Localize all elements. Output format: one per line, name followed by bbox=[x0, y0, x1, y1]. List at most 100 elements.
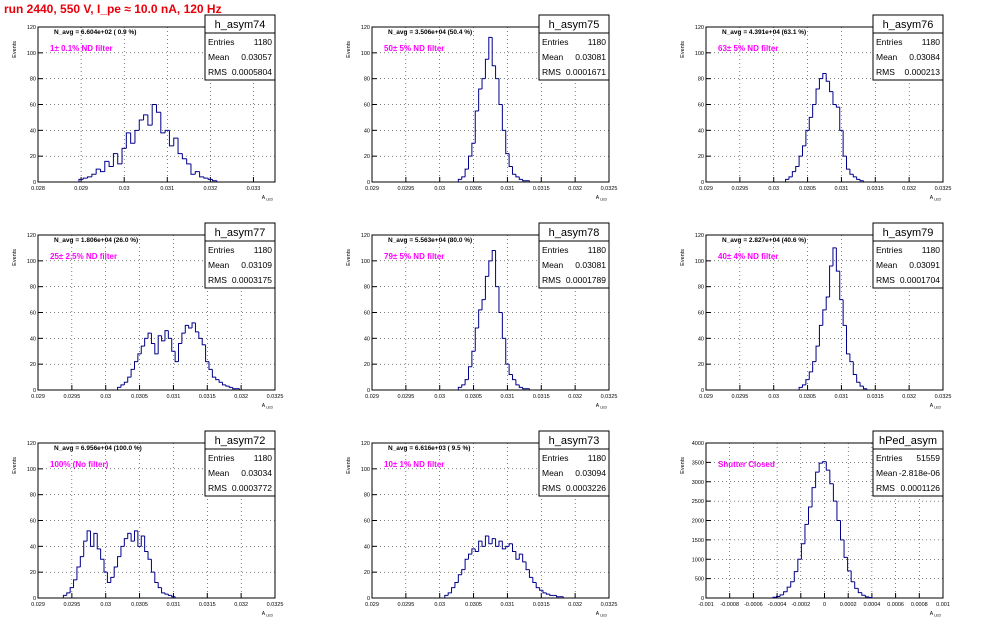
histogram-bin bbox=[189, 325, 192, 328]
stats-label: RMS bbox=[876, 275, 895, 285]
histogram-bin bbox=[145, 536, 148, 552]
x-tick-label: 0.0315 bbox=[199, 602, 216, 608]
x-tick-label: 0.0305 bbox=[131, 602, 148, 608]
x-tick-label: 0.0295 bbox=[63, 602, 80, 608]
y-tick-label: 0 bbox=[701, 180, 704, 186]
histogram-bin bbox=[540, 588, 543, 591]
x-tick-label: 0.031 bbox=[167, 394, 181, 400]
stats-value: 0.0003226 bbox=[566, 483, 606, 493]
stats-value: 0.03084 bbox=[909, 52, 940, 62]
stats-value: 0.000213 bbox=[905, 67, 941, 77]
histogram-bin bbox=[826, 297, 829, 310]
x-tick-label: 0.031 bbox=[501, 186, 515, 192]
histogram-bin bbox=[812, 488, 816, 507]
histogram-bin bbox=[148, 552, 151, 560]
histogram-bin bbox=[830, 81, 833, 91]
y-axis-title: Events bbox=[680, 457, 686, 474]
y-tick-label: 3000 bbox=[692, 480, 704, 486]
stats-value: -2.818e-06 bbox=[899, 468, 940, 478]
y-tick-label: 20 bbox=[364, 570, 370, 576]
navg-label: N_avg = 6.604e+02 ( 0.9 %) bbox=[54, 29, 136, 36]
stats-label: Mean bbox=[208, 260, 230, 270]
filter-label: 63± 5% ND filter bbox=[718, 44, 778, 53]
y-tick-label: 80 bbox=[698, 77, 704, 83]
y-tick-label: 60 bbox=[364, 519, 370, 525]
histogram-bin bbox=[805, 524, 809, 543]
histogram-bin bbox=[465, 559, 468, 569]
histogram-bin bbox=[836, 248, 839, 271]
histogram-bin bbox=[124, 382, 127, 385]
x-tick-label: -0.0002 bbox=[791, 602, 810, 608]
histogram-bin bbox=[523, 179, 526, 180]
x-tick-label: 0.0325 bbox=[267, 602, 284, 608]
histogram-bin bbox=[857, 177, 860, 180]
histogram-bin bbox=[550, 594, 553, 595]
histogram-name: h_asym79 bbox=[883, 227, 934, 239]
histogram-bin bbox=[158, 583, 161, 588]
histogram-bin bbox=[496, 251, 499, 287]
histogram-bin bbox=[202, 338, 205, 344]
x-tick-label: 0.029 bbox=[699, 186, 713, 192]
histogram-bin bbox=[509, 364, 512, 374]
x-tick-label: 0.032 bbox=[568, 602, 582, 608]
stats-value: 1180 bbox=[588, 37, 607, 47]
stats-value: 1180 bbox=[922, 245, 941, 255]
x-tick-label: 0.0325 bbox=[935, 186, 952, 192]
histogram-bin bbox=[516, 174, 519, 177]
histogram-bin bbox=[830, 266, 833, 297]
histogram-bin bbox=[113, 154, 117, 167]
stats-value: 1180 bbox=[254, 37, 273, 47]
x-tick-label: 0.031 bbox=[835, 394, 849, 400]
histogram-bin bbox=[509, 544, 512, 547]
histogram-bin bbox=[858, 588, 862, 592]
filter-label: 79± 5% ND filter bbox=[384, 252, 444, 261]
stats-value: 0.0001126 bbox=[900, 483, 940, 493]
x-tick-label: 0.033 bbox=[247, 186, 261, 192]
histogram-bin bbox=[847, 156, 850, 169]
histogram-bin bbox=[131, 369, 134, 377]
y-axis-title: Events bbox=[680, 249, 686, 266]
histogram-bin bbox=[465, 380, 468, 385]
histogram-bin bbox=[836, 105, 839, 108]
x-tick-label: 0.0002 bbox=[840, 602, 857, 608]
x-tick-label: 0.0295 bbox=[397, 602, 414, 608]
histogram-bin bbox=[452, 588, 455, 593]
histogram-bin bbox=[802, 385, 805, 388]
stats-label: RMS bbox=[208, 483, 227, 493]
stats-label: Mean bbox=[208, 468, 230, 478]
histogram-panel: 0.028 0.029 0.03 0.031 0.032 0.03302040608010… bbox=[12, 15, 275, 202]
histogram-bin bbox=[798, 559, 802, 571]
x-tick-label: 0.029 bbox=[365, 394, 379, 400]
stats-label: Mean bbox=[876, 260, 898, 270]
histogram-bin bbox=[138, 354, 141, 362]
histogram-bin bbox=[519, 554, 522, 559]
x-tick-label: 0.029 bbox=[74, 186, 88, 192]
histogram-bin bbox=[492, 37, 495, 65]
x-tick-label: 0.0295 bbox=[63, 394, 80, 400]
navg-label: N_avg = 5.563e+04 (80.0 %) bbox=[388, 237, 472, 244]
histogram-name: h_asym73 bbox=[549, 435, 600, 447]
y-tick-label: 60 bbox=[698, 311, 704, 317]
histogram-bin bbox=[809, 507, 813, 524]
x-tick-label: 0.031 bbox=[167, 602, 181, 608]
x-tick-label: -0.001 bbox=[698, 602, 714, 608]
histogram-bin bbox=[513, 375, 516, 380]
stats-label: RMS bbox=[542, 275, 561, 285]
y-tick-label: 100 bbox=[27, 467, 36, 473]
y-tick-label: 0 bbox=[367, 180, 370, 186]
histogram-bin bbox=[172, 338, 175, 351]
x-tick-label: 0.032 bbox=[234, 394, 248, 400]
stats-value: 1180 bbox=[254, 453, 273, 463]
histogram-bin bbox=[128, 533, 131, 538]
y-axis-title: Events bbox=[680, 41, 686, 58]
y-tick-label: 80 bbox=[364, 77, 370, 83]
histogram-bin bbox=[519, 385, 522, 388]
y-tick-label: 20 bbox=[364, 154, 370, 160]
histogram-bin bbox=[546, 593, 549, 594]
histogram-bin bbox=[216, 377, 219, 380]
histogram-bin bbox=[850, 169, 853, 174]
x-tick-label: 0.0315 bbox=[199, 394, 216, 400]
histogram-bin bbox=[526, 562, 529, 570]
histogram-bin bbox=[485, 276, 488, 299]
y-tick-label: 80 bbox=[364, 285, 370, 291]
